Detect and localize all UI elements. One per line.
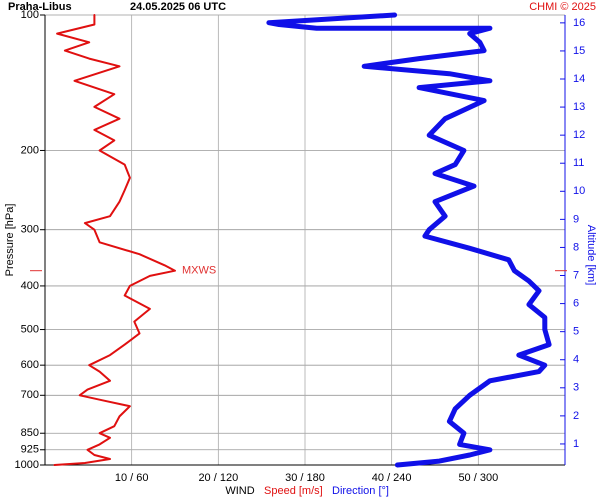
y-tick-label: 850 (21, 427, 39, 439)
series-line (266, 12, 552, 468)
y-tick-label: 500 (21, 323, 39, 335)
y2-tick-label: 12 (573, 129, 585, 141)
x-axis-title: WIND (225, 485, 254, 497)
y2-tick-label: 9 (573, 213, 579, 225)
y2-tick-label: 8 (573, 241, 579, 253)
x-tick-label: 50 / 300 (458, 472, 498, 484)
credit: CHMI © 2025 (529, 1, 596, 13)
y-tick-label: 100 (21, 9, 39, 21)
y2-tick-label: 10 (573, 185, 585, 197)
y2-tick-label: 4 (573, 354, 579, 366)
y-tick-label: 200 (21, 144, 39, 156)
legend-entry: Direction [°] (332, 485, 389, 497)
series-line (53, 14, 176, 466)
x-tick-label: 20 / 120 (198, 472, 238, 484)
y2-tick-label: 15 (573, 45, 585, 57)
y-tick-label: 400 (21, 280, 39, 292)
station: Praha-Libus (8, 1, 72, 13)
annotation: MXWS (182, 265, 216, 277)
y2-tick-label: 1 (573, 438, 579, 450)
y2-axis-title: Altitude [km] (585, 225, 597, 286)
x-tick-label: 40 / 240 (372, 472, 412, 484)
y-axis-title: Pressure [hPa] (4, 204, 16, 277)
y2-tick-label: 13 (573, 101, 585, 113)
y-tick-label: 1000 (15, 459, 39, 471)
y-tick-label: 600 (21, 359, 39, 371)
y-tick-label: 300 (21, 224, 39, 236)
y2-tick-label: 14 (573, 73, 585, 85)
y2-tick-label: 5 (573, 326, 579, 338)
y-tick-label: 700 (21, 389, 39, 401)
x-tick-label: 30 / 180 (285, 472, 325, 484)
y2-tick-label: 11 (573, 157, 584, 169)
y2-tick-label: 6 (573, 297, 579, 309)
x-tick-label: 10 / 60 (115, 472, 149, 484)
y2-tick-label: 2 (573, 410, 579, 422)
y2-tick-label: 7 (573, 269, 579, 281)
date: 24.05.2025 06 UTC (130, 1, 226, 13)
y-tick-label: 925 (21, 444, 39, 456)
legend-entry: Speed [m/s] (264, 485, 323, 497)
y2-tick-label: 3 (573, 382, 579, 394)
y2-tick-label: 16 (573, 17, 585, 29)
